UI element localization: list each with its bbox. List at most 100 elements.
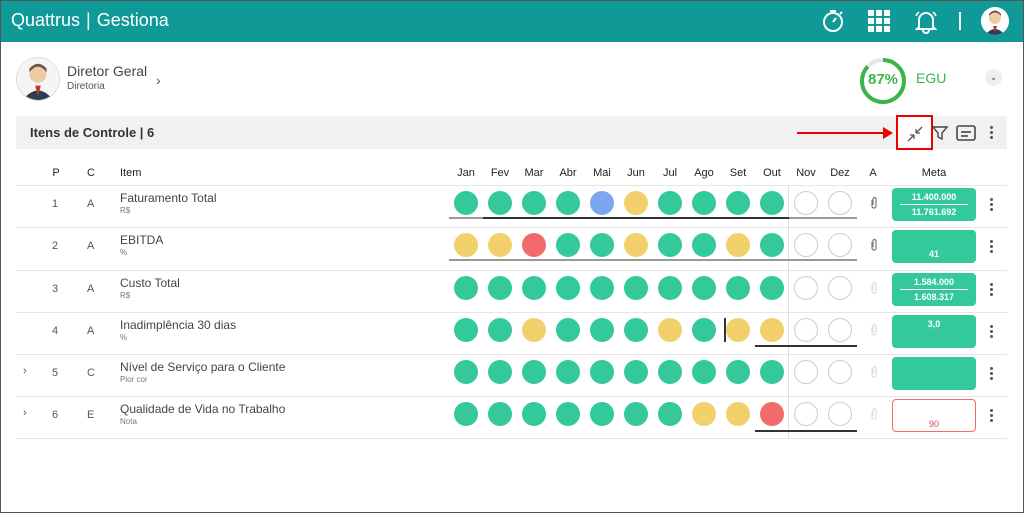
status-dot[interactable] [624, 402, 648, 426]
status-dot[interactable] [454, 276, 478, 300]
meta-value[interactable]: 90 [892, 399, 976, 432]
status-dot[interactable] [624, 360, 648, 384]
status-dot[interactable] [760, 360, 784, 384]
status-dot[interactable] [522, 233, 546, 257]
status-dot[interactable] [794, 276, 818, 300]
meta-value[interactable] [892, 357, 976, 390]
kebab-icon[interactable] [990, 240, 994, 255]
attachment-icon[interactable] [868, 365, 880, 379]
status-dot[interactable] [794, 318, 818, 342]
status-dot[interactable] [726, 191, 750, 215]
status-dot[interactable] [454, 318, 478, 342]
user-avatar[interactable] [981, 7, 1009, 35]
status-dot[interactable] [522, 360, 546, 384]
item-name[interactable]: Nível de Serviço para o Cliente [120, 360, 286, 374]
stopwatch-icon[interactable] [820, 8, 846, 34]
status-dot[interactable] [522, 318, 546, 342]
meta-value[interactable]: 11.400.000 11.761.692 [892, 188, 976, 221]
status-dot[interactable] [828, 360, 852, 384]
status-dot[interactable] [658, 360, 682, 384]
chevron-down-icon[interactable]: ⌄ [985, 69, 1002, 86]
status-dot[interactable] [726, 402, 750, 426]
kebab-icon[interactable] [990, 367, 994, 382]
collapse-button[interactable] [896, 115, 933, 150]
status-dot[interactable] [556, 233, 580, 257]
kebab-icon[interactable] [990, 283, 994, 298]
meta-value[interactable]: 1.584.000 1.608.317 [892, 273, 976, 306]
status-dot[interactable] [522, 191, 546, 215]
status-dot[interactable] [692, 191, 716, 215]
status-dot[interactable] [692, 276, 716, 300]
status-dot[interactable] [692, 318, 716, 342]
brand[interactable]: Quattrus | Gestiona [11, 10, 169, 31]
status-dot[interactable] [624, 233, 648, 257]
status-dot[interactable] [522, 276, 546, 300]
attachment-icon[interactable] [868, 407, 880, 421]
status-dot[interactable] [454, 191, 478, 215]
meta-value[interactable]: 41 [892, 230, 976, 263]
status-dot[interactable] [556, 318, 580, 342]
status-dot[interactable] [488, 318, 512, 342]
status-dot[interactable] [658, 191, 682, 215]
status-dot[interactable] [590, 318, 614, 342]
status-dot[interactable] [590, 276, 614, 300]
attachment-icon[interactable] [868, 281, 880, 295]
status-dot[interactable] [794, 233, 818, 257]
status-dot[interactable] [692, 360, 716, 384]
kebab-icon[interactable] [990, 198, 994, 213]
status-dot[interactable] [760, 318, 784, 342]
status-dot[interactable] [726, 233, 750, 257]
status-dot[interactable] [828, 191, 852, 215]
status-dot[interactable] [658, 233, 682, 257]
status-dot[interactable] [658, 402, 682, 426]
status-dot[interactable] [726, 318, 750, 342]
attachment-icon[interactable] [868, 323, 880, 337]
status-dot[interactable] [692, 402, 716, 426]
status-dot[interactable] [624, 276, 648, 300]
status-dot[interactable] [794, 360, 818, 384]
status-dot[interactable] [794, 402, 818, 426]
status-dot[interactable] [590, 402, 614, 426]
chevron-right-icon[interactable]: › [156, 72, 161, 88]
status-dot[interactable] [760, 276, 784, 300]
status-dot[interactable] [624, 318, 648, 342]
status-dot[interactable] [760, 402, 784, 426]
status-dot[interactable] [624, 191, 648, 215]
status-dot[interactable] [828, 233, 852, 257]
status-dot[interactable] [590, 233, 614, 257]
kebab-icon[interactable] [990, 409, 994, 424]
profile-avatar[interactable] [16, 57, 60, 101]
kebab-icon[interactable] [990, 325, 994, 340]
status-dot[interactable] [828, 402, 852, 426]
status-dot[interactable] [488, 360, 512, 384]
attachment-icon[interactable] [868, 196, 880, 210]
status-dot[interactable] [488, 276, 512, 300]
status-dot[interactable] [488, 233, 512, 257]
status-dot[interactable] [692, 233, 716, 257]
status-dot[interactable] [454, 233, 478, 257]
status-dot[interactable] [488, 191, 512, 215]
status-dot[interactable] [556, 402, 580, 426]
item-name[interactable]: Faturamento Total [120, 191, 217, 205]
status-dot[interactable] [658, 318, 682, 342]
status-dot[interactable] [556, 191, 580, 215]
status-dot[interactable] [454, 360, 478, 384]
status-dot[interactable] [590, 360, 614, 384]
bell-icon[interactable] [913, 8, 939, 34]
status-dot[interactable] [828, 276, 852, 300]
status-dot[interactable] [556, 276, 580, 300]
status-dot[interactable] [454, 402, 478, 426]
grid-icon[interactable] [866, 8, 892, 34]
profile-name[interactable]: Diretor Geral [67, 63, 148, 79]
card-view-icon[interactable] [956, 124, 976, 142]
kebab-icon[interactable] [990, 126, 994, 141]
status-dot[interactable] [828, 318, 852, 342]
status-dot[interactable] [760, 191, 784, 215]
status-dot[interactable] [556, 360, 580, 384]
status-dot[interactable] [658, 276, 682, 300]
status-dot[interactable] [794, 191, 818, 215]
item-name[interactable]: EBITDA [120, 233, 164, 247]
chevron-right-icon[interactable]: › [23, 365, 27, 377]
status-dot[interactable] [726, 276, 750, 300]
filter-icon[interactable] [931, 124, 949, 142]
